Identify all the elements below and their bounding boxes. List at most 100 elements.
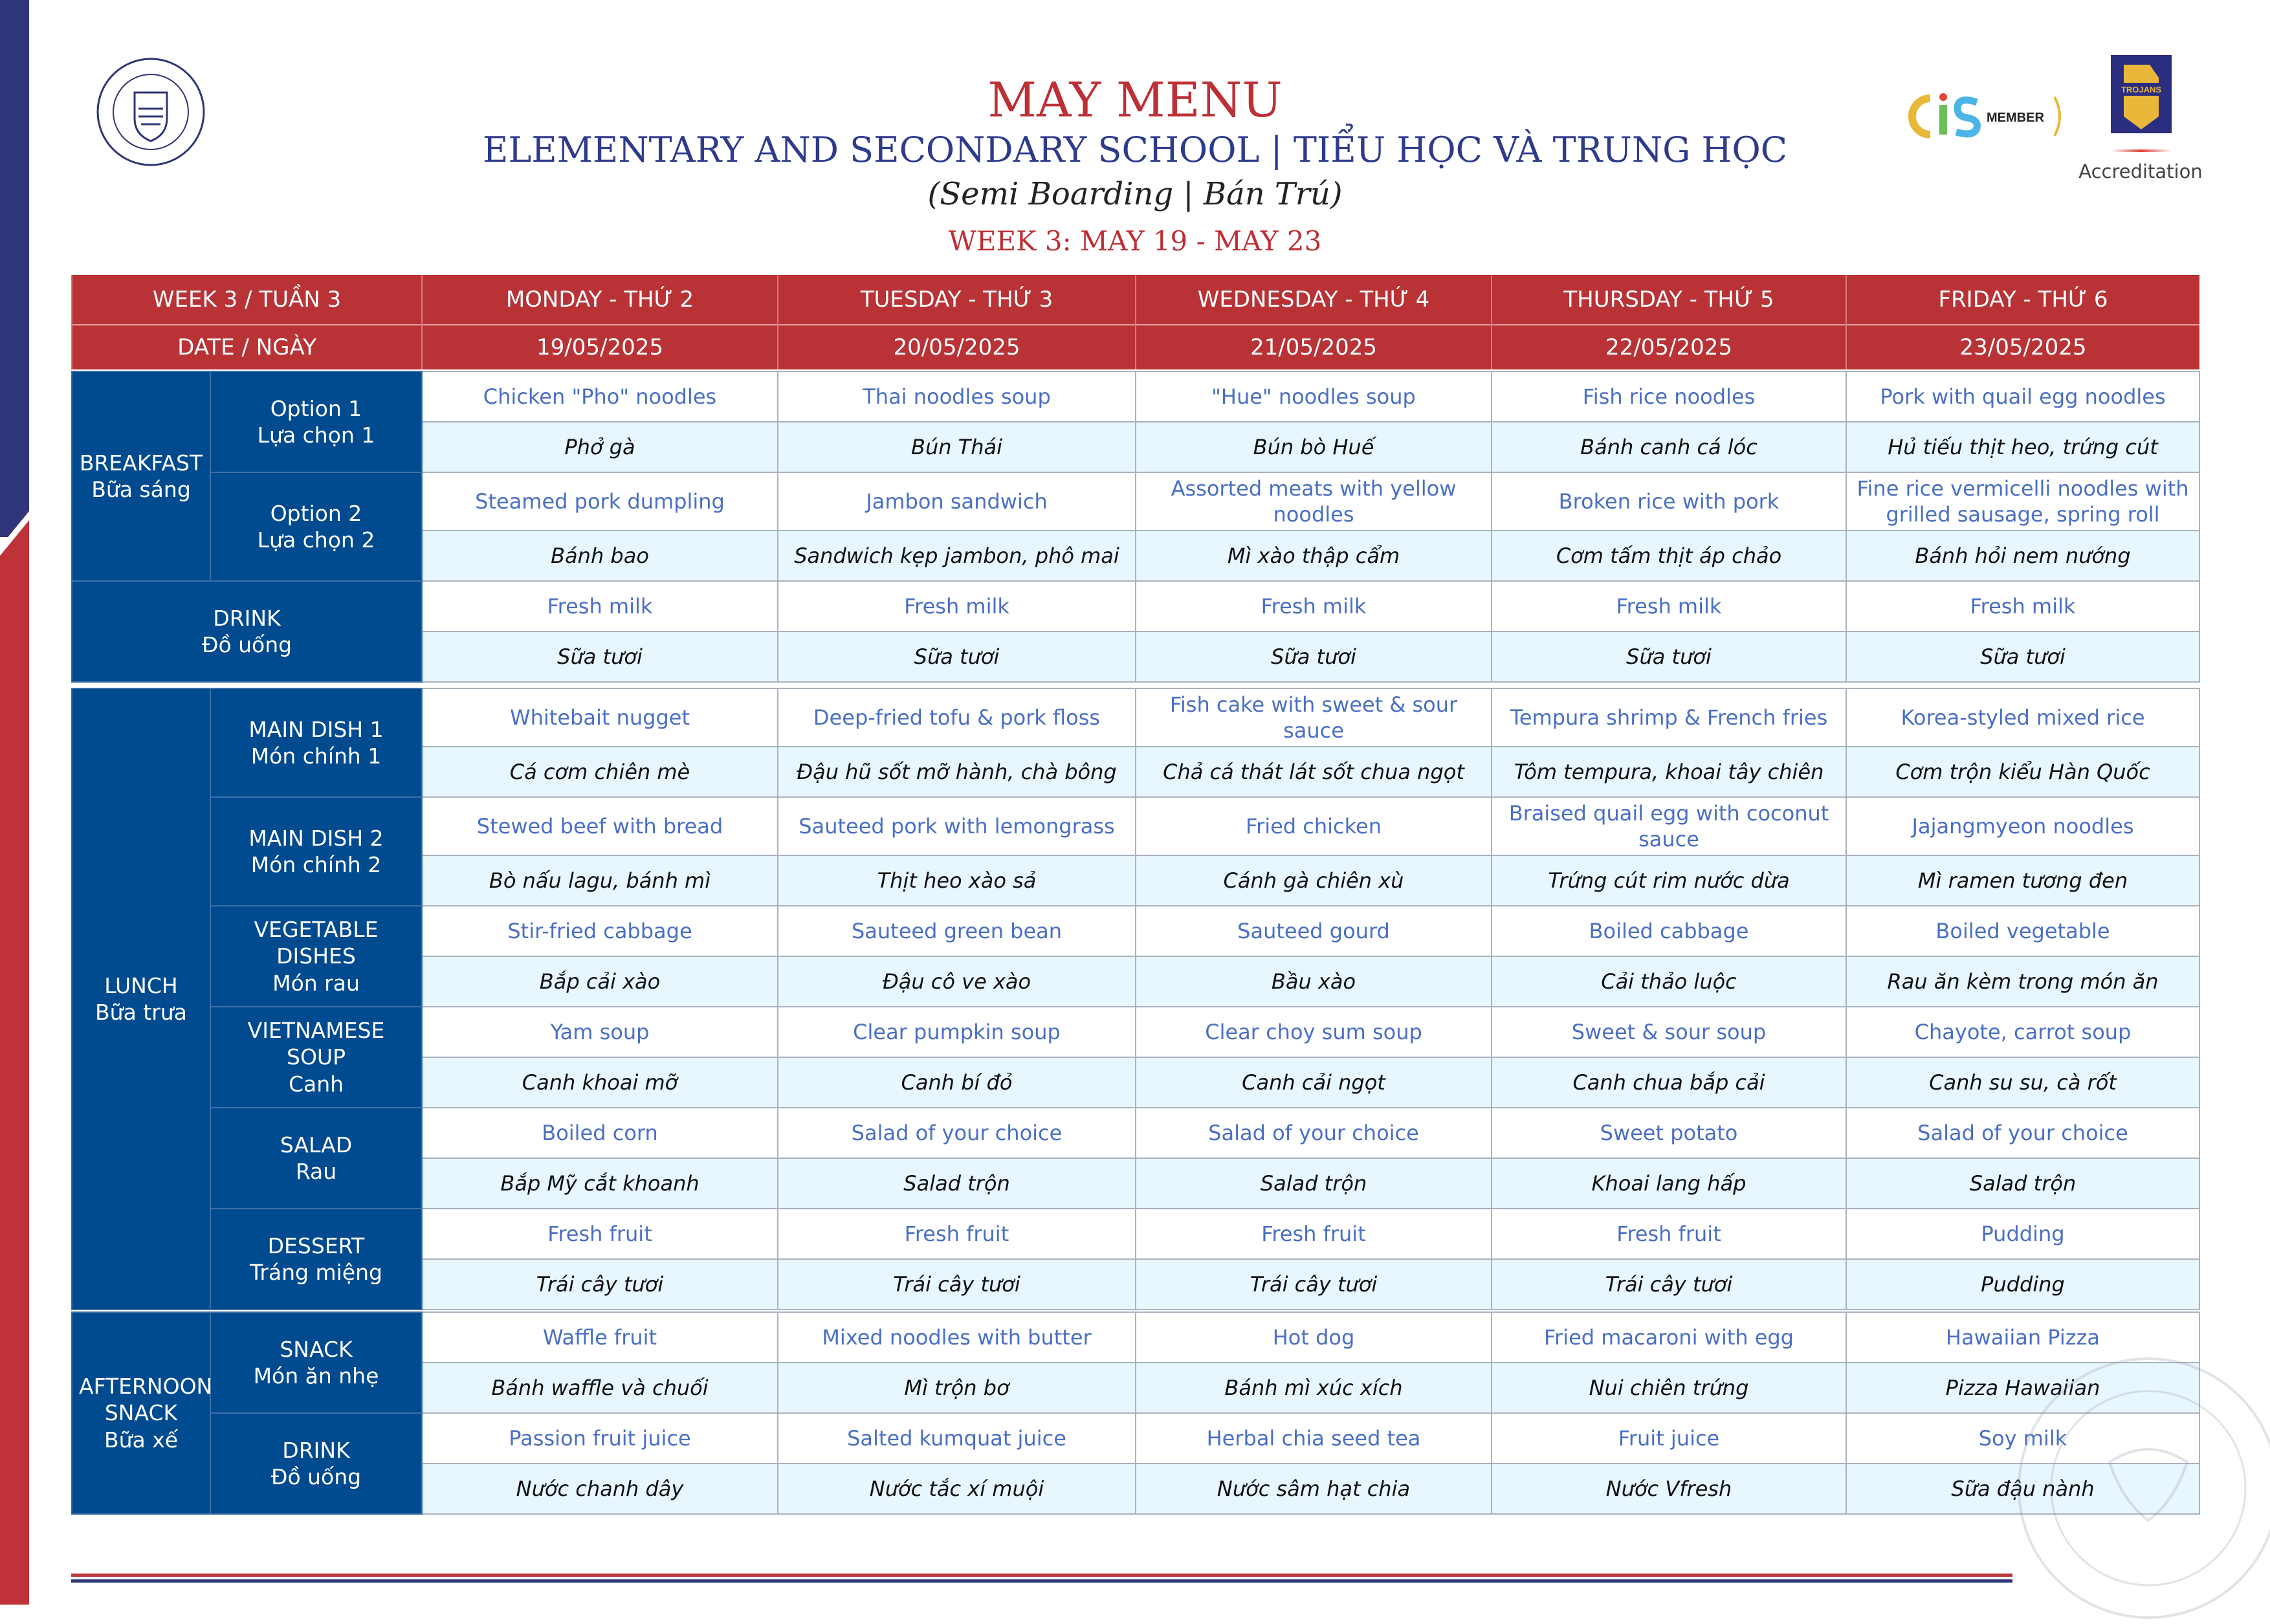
dish-vietnamese-tuesday: Đậu hũ sốt mỡ hành, chà bông: [777, 746, 1136, 798]
dish-english-tuesday: Sauteed green bean: [777, 905, 1136, 957]
menu-row: Cá cơm chiên mè Đậu hũ sốt mỡ hành, chà b…: [72, 746, 2200, 798]
dish-english-wednesday: Clear choy sum soup: [1135, 1006, 1492, 1058]
dish-english-monday: Stir-fried cabbage: [421, 905, 778, 957]
menu-row: Option 2 Lựa chọn 2 Steamed pork dumpling J…: [72, 472, 2200, 582]
day-header-thursday: THURSDAY - THỨ 5: [1491, 275, 1846, 325]
day-header-wednesday: WEDNESDAY - THỨ 4: [1135, 275, 1492, 325]
dish-vietnamese-wednesday: Salad trộn: [1135, 1158, 1492, 1209]
date-friday: 23/05/2025: [1846, 324, 2199, 369]
course-label: SALAD Rau: [210, 1107, 423, 1209]
dish-vietnamese-monday: Trái cây tươi: [421, 1258, 778, 1310]
menu-row: Bò nấu lagu, bánh mì Thịt heo xào sả Cánh …: [72, 855, 2200, 906]
dish-vietnamese-friday: Bánh hỏi nem nướng: [1846, 530, 2200, 582]
dish-vietnamese-monday: Nước chanh dây: [421, 1463, 778, 1515]
dish-vietnamese-friday: Mì ramen tương đen: [1846, 855, 2200, 906]
dish-vietnamese-thursday: Trứng cút rim nước dừa: [1491, 855, 1847, 906]
dish-english-friday: Korea-styled mixed rice: [1846, 688, 2200, 747]
dish-english-wednesday: Fresh milk: [1135, 580, 1492, 632]
shield-label: TROJANS: [2121, 85, 2161, 94]
day-header-row: WEEK 3 / TUẦN 3 MONDAY - THỨ 2 TUESDAY -…: [71, 275, 2199, 325]
label-line: Món rau: [272, 970, 360, 996]
dish-vietnamese-tuesday: Trái cây tươi: [777, 1258, 1136, 1310]
menu-row: LUNCH Bữa trưa MAIN DISH 1 Món chính 1 White…: [71, 688, 2200, 1310]
footer-line-red: [71, 1574, 2012, 1577]
seal-watermark: [2018, 1357, 2270, 1619]
dish-english-tuesday: Deep-fried tofu & pork floss: [777, 688, 1136, 747]
dish-english-friday: Boiled vegetable: [1846, 905, 2200, 957]
dish-english-monday: Stewed beef with bread: [421, 796, 778, 856]
course-label: SNACK Món ăn nhẹ: [210, 1311, 423, 1414]
label-line: Lựa chọn 2: [257, 527, 375, 553]
dish-english-thursday: Sweet & sour soup: [1491, 1006, 1847, 1058]
dish-vietnamese-thursday: Khoai lang hấp: [1491, 1158, 1847, 1209]
label-line: Rau: [295, 1159, 337, 1184]
page-subtitle: ELEMENTARY AND SECONDARY SCHOOL | TIỂU H…: [482, 129, 1788, 170]
accreditation-label: Accreditation: [2078, 160, 2203, 182]
dish-vietnamese-thursday: Cơm tấm thịt áp chảo: [1491, 530, 1847, 582]
meal-label: BREAKFAST Bữa sáng: [71, 371, 211, 582]
dish-vietnamese-tuesday: Đậu cô ve xào: [777, 956, 1136, 1007]
dish-english-thursday: Fried macaroni with egg: [1491, 1311, 1847, 1363]
menu-row: Bánh waffle và chuối Mì trộn bơ Bánh mì xú…: [72, 1362, 2200, 1414]
dish-vietnamese-wednesday: Nước sâm hạt chia: [1135, 1463, 1492, 1515]
dish-vietnamese-wednesday: Bánh mì xúc xích: [1135, 1362, 1492, 1414]
date-header-label: DATE / NGÀY: [71, 324, 422, 369]
label-line: Lựa chọn 1: [257, 422, 375, 448]
meal-label: LUNCH Bữa trưa: [71, 688, 211, 1310]
dish-english-thursday: Fresh milk: [1491, 580, 1847, 632]
label-line: DRINK: [213, 605, 281, 631]
dish-english-thursday: Fruit juice: [1491, 1412, 1847, 1464]
dish-english-monday: Steamed pork dumpling: [421, 472, 778, 531]
dish-english-friday: Soy milk: [1846, 1412, 2200, 1464]
dish-english-wednesday: "Hue" noodles soup: [1135, 371, 1492, 422]
dish-vietnamese-wednesday: Sữa tươi: [1135, 631, 1492, 683]
dish-english-friday: Salad of your choice: [1846, 1107, 2200, 1159]
dish-vietnamese-tuesday: Bún Thái: [777, 421, 1136, 473]
meal-label: AFTERNOON SNACK Bữa xế: [71, 1311, 213, 1515]
menu-row: VIETNAMESE SOUP Canh Yam soup Clear pumpkin…: [72, 1006, 2200, 1108]
trojans-shield-logo: TROJANS: [2111, 55, 2172, 133]
day-header-tuesday: TUESDAY - THỨ 3: [777, 275, 1136, 325]
course-label: DRINK Đồ uống: [71, 580, 423, 683]
dish-english-wednesday: Hot dog: [1135, 1311, 1492, 1363]
dish-vietnamese-monday: Sữa tươi: [421, 631, 778, 683]
dish-vietnamese-thursday: Tôm tempura, khoai tây chiên: [1491, 746, 1847, 798]
dish-english-wednesday: Sauteed gourd: [1135, 905, 1492, 957]
cis-member-logo: MEMBER: [1908, 93, 2061, 138]
dish-vietnamese-friday: Rau ăn kèm trong món ăn: [1846, 956, 2200, 1007]
dish-vietnamese-monday: Canh khoai mỡ: [421, 1057, 778, 1108]
menu-row: Canh khoai mỡ Canh bí đỏ Canh cải ngọt Canh…: [72, 1057, 2200, 1108]
label-line: AFTERNOON SNACK: [79, 1374, 213, 1426]
menu-row: Bánh bao Sandwich kẹp jambon, phô mai Mì x…: [72, 530, 2200, 582]
dish-vietnamese-wednesday: Bún bò Huế: [1135, 421, 1492, 473]
day-header-friday: FRIDAY - THỨ 6: [1846, 275, 2199, 325]
menu-row: DESSERT Tráng miệng Fresh fruit Fresh fruit…: [72, 1208, 2200, 1310]
dish-vietnamese-wednesday: Trái cây tươi: [1135, 1258, 1492, 1310]
label-line: Tráng miệng: [250, 1260, 382, 1285]
label-line: Món ăn nhẹ: [253, 1363, 379, 1388]
course-label: Option 1 Lựa chọn 1: [210, 371, 423, 473]
dish-english-monday: Fresh fruit: [421, 1208, 778, 1260]
course-label: Option 2 Lựa chọn 2: [210, 472, 423, 582]
menu-row: Bắp cải xào Đậu cô ve xào Bầu xào Cải thảo …: [72, 956, 2200, 1007]
dish-english-monday: Fresh milk: [421, 580, 778, 632]
label-line: DESSERT: [267, 1233, 365, 1258]
dish-english-tuesday: Clear pumpkin soup: [777, 1006, 1136, 1058]
date-tuesday: 20/05/2025: [777, 324, 1136, 369]
date-wednesday: 21/05/2025: [1135, 324, 1492, 369]
label-line: BREAKFAST: [79, 450, 203, 476]
dish-english-thursday: Broken rice with pork: [1491, 472, 1847, 531]
dish-vietnamese-thursday: Bánh canh cá lóc: [1491, 421, 1847, 473]
menu-row: DRINK Đồ uống Fresh milk Fresh milk Fresh mi…: [71, 580, 2200, 683]
dish-english-thursday: Fish rice noodles: [1491, 371, 1847, 422]
dish-english-wednesday: Fried chicken: [1135, 796, 1492, 856]
dish-english-monday: Yam soup: [421, 1006, 778, 1058]
dish-english-monday: Boiled corn: [421, 1107, 778, 1159]
label-line: Bữa trưa: [95, 1000, 187, 1025]
menu-row: Sữa tươi Sữa tươi Sữa tươi Sữa tươi Sữa tươi: [72, 631, 2200, 683]
cis-member-label: MEMBER: [1987, 111, 2044, 125]
dish-english-monday: Waffle fruit: [421, 1311, 778, 1363]
dish-vietnamese-friday: Canh su su, cà rốt: [1846, 1057, 2200, 1108]
dish-english-friday: Pudding: [1846, 1208, 2200, 1260]
dish-vietnamese-thursday: Sữa tươi: [1491, 631, 1847, 683]
